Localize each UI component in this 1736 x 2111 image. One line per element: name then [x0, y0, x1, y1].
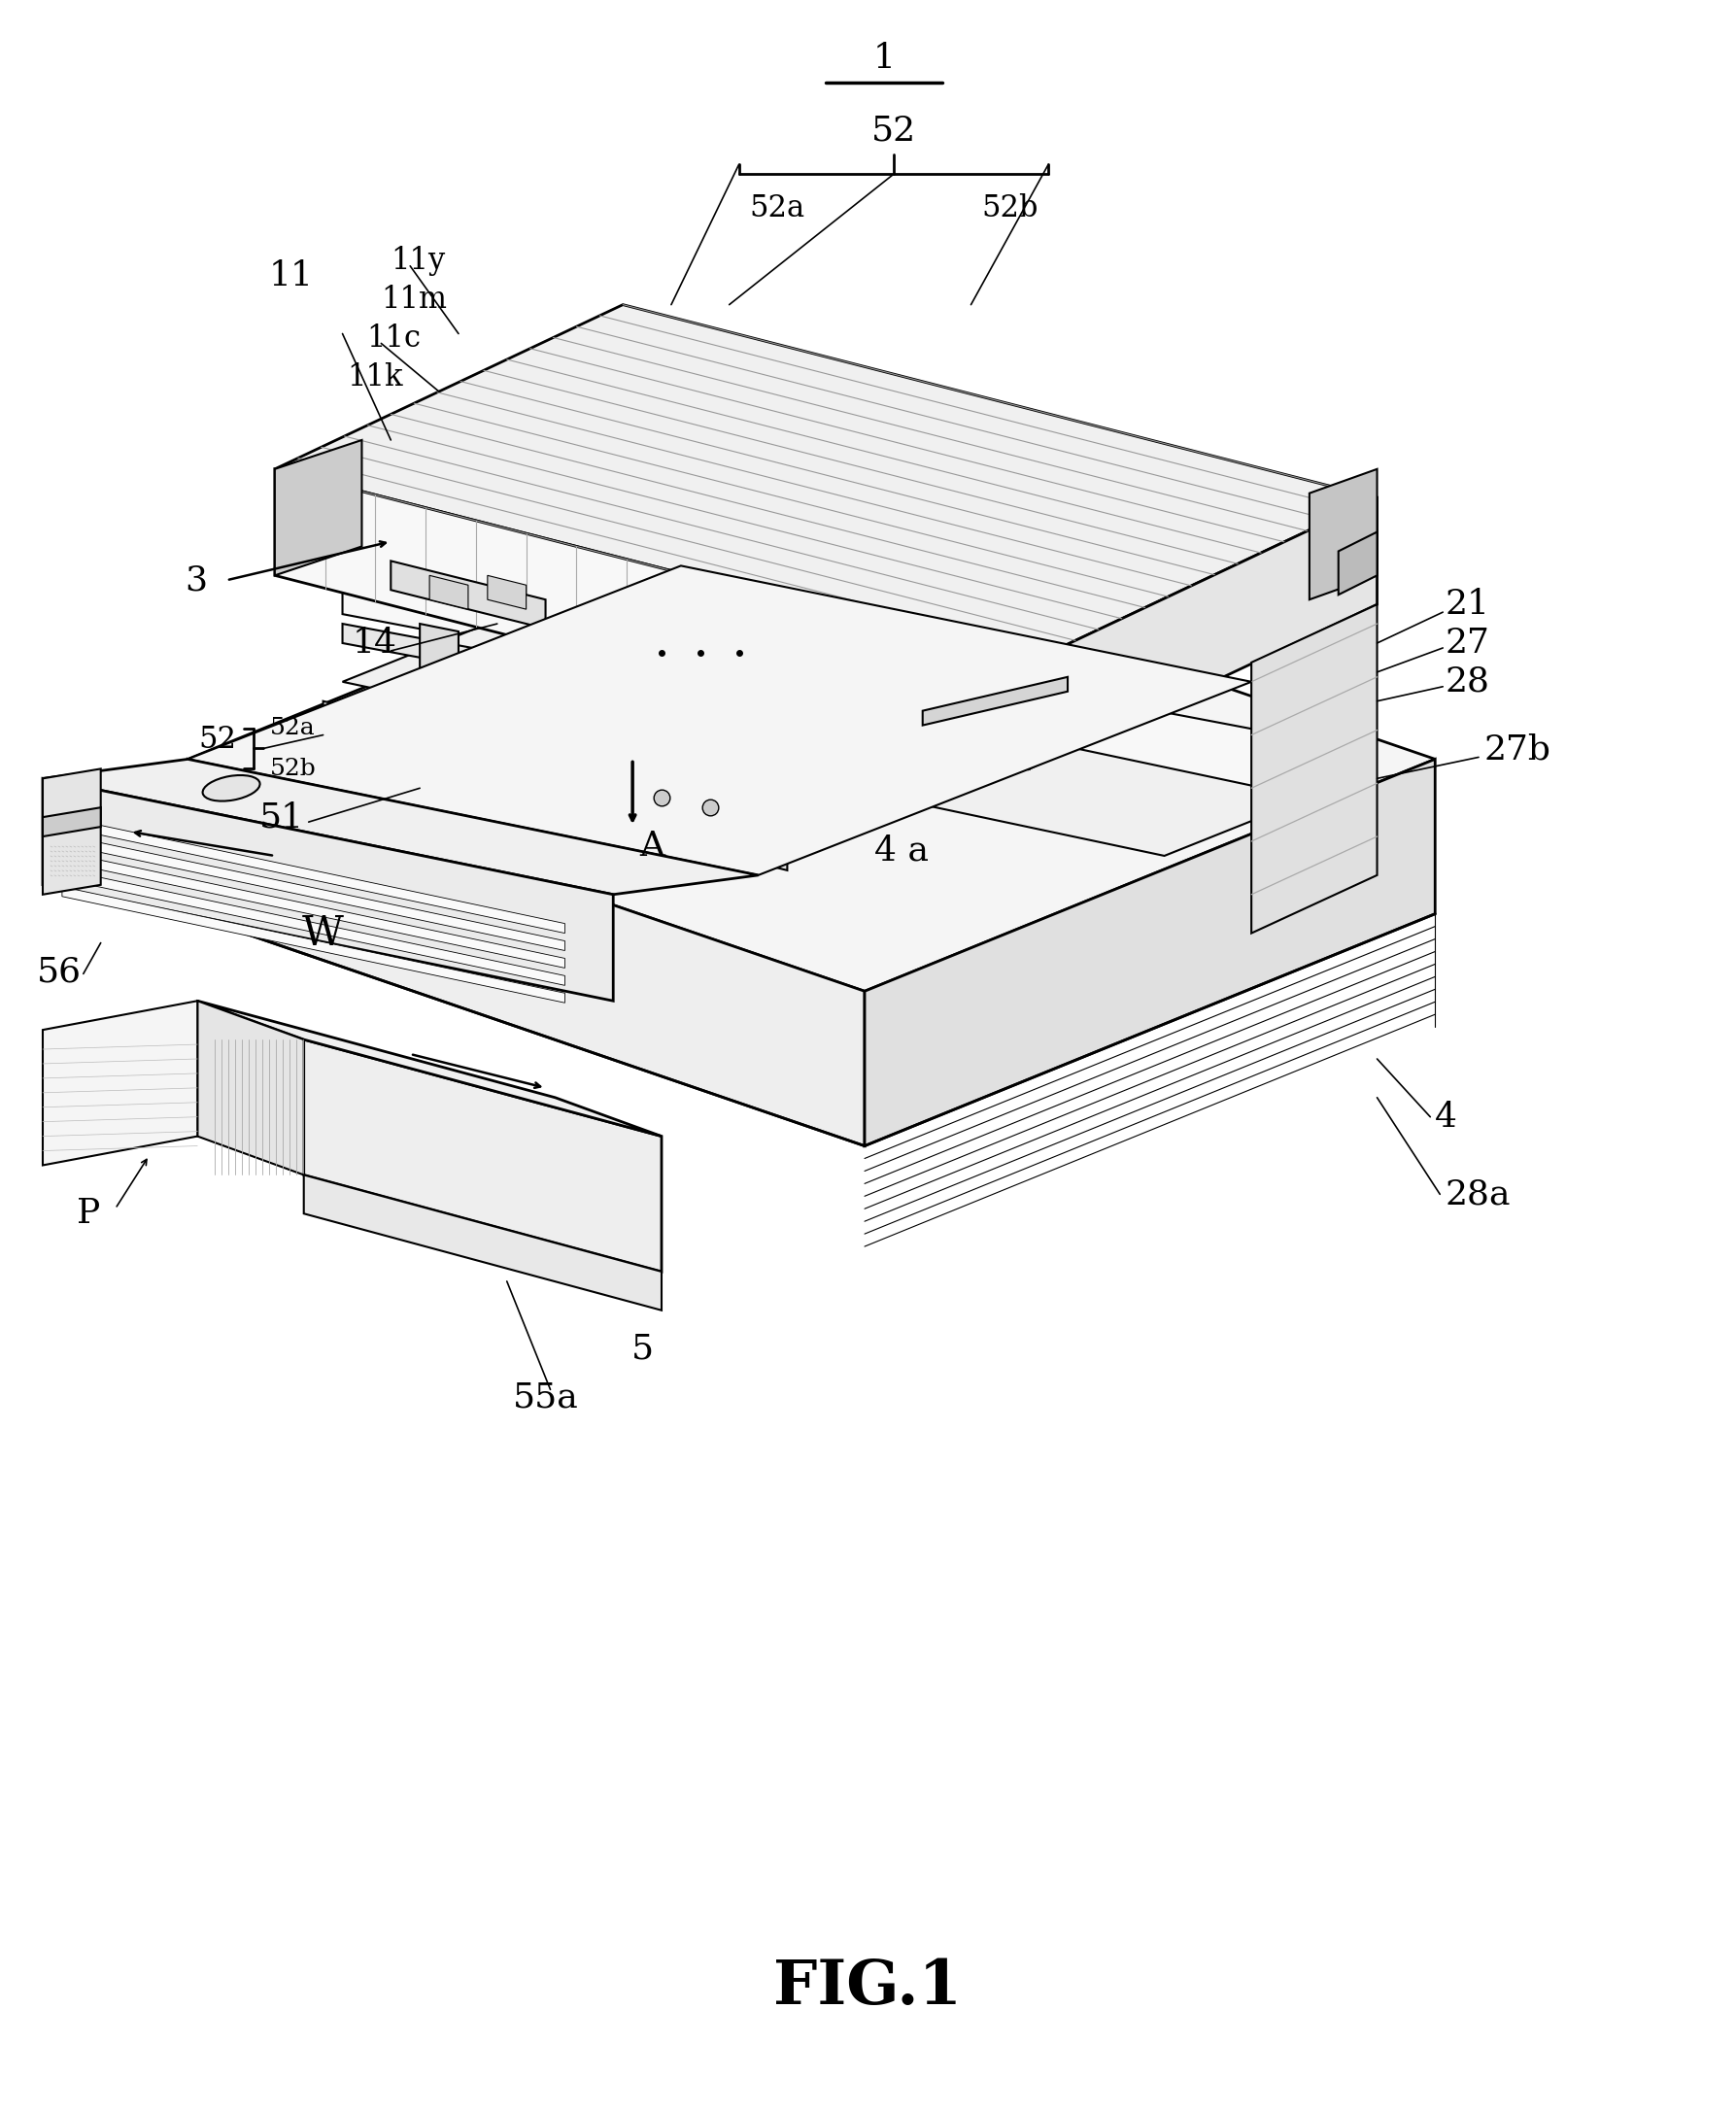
Polygon shape [488, 576, 526, 610]
Text: 14: 14 [352, 627, 398, 659]
Text: 11m: 11m [382, 285, 448, 315]
Polygon shape [198, 1001, 304, 1176]
Polygon shape [1029, 498, 1377, 768]
Polygon shape [62, 887, 564, 1003]
Polygon shape [198, 1001, 661, 1136]
Polygon shape [618, 716, 653, 741]
Text: FIG.1: FIG.1 [773, 1957, 962, 2016]
Polygon shape [43, 1001, 198, 1165]
Polygon shape [304, 1039, 661, 1271]
Polygon shape [187, 566, 1252, 876]
Polygon shape [43, 809, 101, 836]
Text: 21: 21 [1444, 587, 1489, 621]
Text: 27b: 27b [1484, 733, 1550, 766]
Polygon shape [274, 439, 361, 576]
Polygon shape [531, 745, 564, 771]
Polygon shape [545, 648, 585, 754]
Text: W: W [302, 912, 344, 954]
Polygon shape [62, 817, 564, 933]
Text: 52b: 52b [271, 758, 316, 779]
Text: 28a: 28a [1444, 1178, 1510, 1212]
Ellipse shape [203, 775, 260, 800]
Polygon shape [62, 834, 564, 950]
Text: 52: 52 [198, 724, 236, 756]
Polygon shape [62, 870, 564, 986]
Text: 5: 5 [630, 1332, 653, 1366]
Text: 55a: 55a [512, 1381, 578, 1414]
Polygon shape [342, 555, 1309, 798]
Polygon shape [420, 623, 458, 730]
Polygon shape [575, 745, 608, 771]
Text: 11y: 11y [391, 247, 446, 277]
Polygon shape [618, 745, 653, 771]
Text: A: A [639, 830, 665, 863]
Text: 27: 27 [1444, 627, 1489, 659]
Polygon shape [266, 809, 469, 876]
Text: 4 a: 4 a [875, 834, 929, 868]
Polygon shape [1309, 469, 1377, 600]
Polygon shape [43, 768, 101, 895]
Polygon shape [342, 623, 759, 720]
Text: 28: 28 [1444, 665, 1489, 699]
Polygon shape [43, 760, 759, 895]
Polygon shape [531, 716, 564, 741]
Text: 52a: 52a [750, 192, 806, 224]
Polygon shape [274, 469, 1029, 768]
Polygon shape [43, 779, 613, 1001]
Text: 52b: 52b [981, 192, 1038, 224]
Text: 51: 51 [259, 800, 304, 834]
Polygon shape [187, 528, 1436, 992]
Polygon shape [429, 576, 469, 610]
Polygon shape [187, 760, 865, 1146]
Polygon shape [575, 716, 608, 741]
Text: 11k: 11k [347, 363, 403, 393]
Text: 52: 52 [871, 114, 917, 148]
Polygon shape [323, 701, 786, 847]
Polygon shape [391, 562, 545, 629]
Text: 11: 11 [269, 260, 314, 291]
Polygon shape [922, 678, 1068, 726]
Polygon shape [342, 623, 1309, 855]
Polygon shape [274, 304, 1377, 663]
Text: 56: 56 [36, 956, 82, 988]
Polygon shape [1252, 604, 1377, 933]
Polygon shape [62, 853, 564, 969]
Text: P: P [76, 1197, 101, 1231]
Polygon shape [323, 730, 786, 870]
Polygon shape [517, 701, 661, 787]
Text: 52a: 52a [271, 718, 316, 739]
Polygon shape [1338, 532, 1377, 595]
Polygon shape [304, 1176, 661, 1311]
Text: 3: 3 [184, 564, 207, 597]
Text: 11c: 11c [366, 323, 422, 353]
Text: 1: 1 [873, 42, 896, 74]
Polygon shape [865, 760, 1436, 1146]
Text: 4: 4 [1436, 1100, 1458, 1134]
